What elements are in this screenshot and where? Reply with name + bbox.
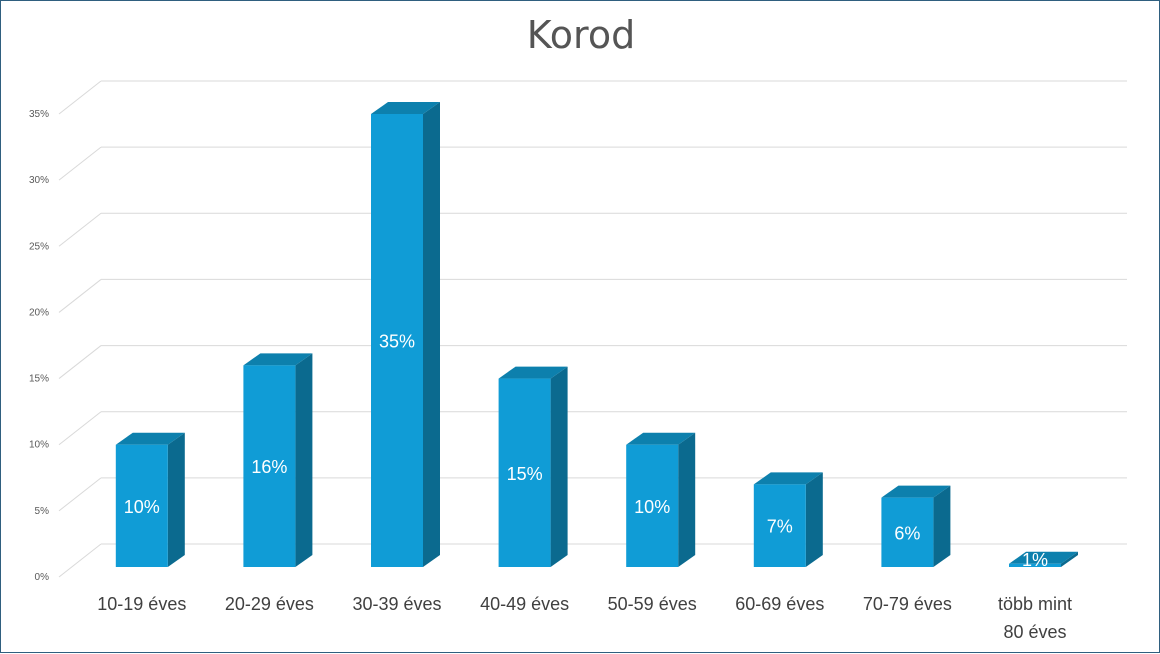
gridline-depth bbox=[58, 146, 102, 181]
data-label: 35% bbox=[379, 332, 415, 352]
y-tick-label: 5% bbox=[35, 506, 50, 517]
data-label: 10% bbox=[634, 497, 670, 517]
bar bbox=[115, 444, 168, 567]
bar-top bbox=[753, 472, 823, 485]
bar-side bbox=[678, 432, 696, 567]
bar-top bbox=[1009, 551, 1078, 564]
x-tick-label: 60-69 éves bbox=[735, 594, 824, 614]
gridline-depth bbox=[58, 345, 102, 379]
bar-side bbox=[295, 353, 313, 567]
gridline-depth bbox=[58, 212, 102, 247]
data-label: 7% bbox=[767, 517, 793, 537]
y-tick-label: 10% bbox=[29, 440, 49, 451]
gridline-depth bbox=[58, 477, 102, 512]
bar-top bbox=[371, 102, 440, 114]
bar-top bbox=[115, 432, 185, 445]
bar-side bbox=[1061, 551, 1078, 567]
y-tick-label: 0% bbox=[35, 572, 50, 583]
bar-top bbox=[498, 366, 568, 379]
bar-side bbox=[167, 432, 185, 567]
chart-title: Korod bbox=[526, 13, 636, 57]
x-tick-label: 70-79 éves bbox=[863, 594, 952, 614]
data-label: 1% bbox=[1022, 550, 1048, 570]
bar-top bbox=[243, 353, 313, 366]
bar-top bbox=[626, 432, 696, 445]
data-label: 6% bbox=[894, 523, 920, 543]
y-tick-label: 30% bbox=[29, 175, 49, 186]
bar bbox=[371, 114, 423, 567]
x-tick-label: 30-39 éves bbox=[352, 594, 441, 614]
y-tick-label: 15% bbox=[29, 374, 49, 385]
bar bbox=[753, 484, 806, 567]
y-tick-label: 25% bbox=[29, 241, 49, 252]
gridline-depth bbox=[58, 80, 102, 115]
bar bbox=[498, 378, 551, 567]
y-tick-label: 20% bbox=[29, 307, 49, 318]
bar-side bbox=[805, 472, 823, 567]
bar bbox=[881, 497, 934, 567]
gridline-depth bbox=[58, 543, 102, 578]
data-label: 16% bbox=[251, 457, 287, 477]
data-label: 15% bbox=[507, 464, 543, 484]
gridline-depth bbox=[58, 279, 102, 313]
bar bbox=[626, 444, 679, 567]
bar-side bbox=[423, 102, 440, 567]
x-tick-label: 50-59 éves bbox=[608, 594, 697, 614]
y-tick-label: 35% bbox=[29, 109, 49, 120]
gridline-depth bbox=[58, 411, 102, 446]
x-tick-label: 40-49 éves bbox=[480, 594, 569, 614]
data-label: 10% bbox=[124, 497, 160, 517]
x-tick-label: 80 éves bbox=[1003, 622, 1066, 642]
x-tick-label: 20-29 éves bbox=[225, 594, 314, 614]
bar-side bbox=[550, 366, 568, 567]
bar bbox=[1009, 563, 1061, 567]
x-tick-label: 10-19 éves bbox=[97, 594, 186, 614]
bar-top bbox=[881, 485, 951, 498]
x-tick-label: több mint bbox=[998, 594, 1072, 614]
bar-side bbox=[933, 485, 951, 567]
bar bbox=[243, 365, 296, 567]
